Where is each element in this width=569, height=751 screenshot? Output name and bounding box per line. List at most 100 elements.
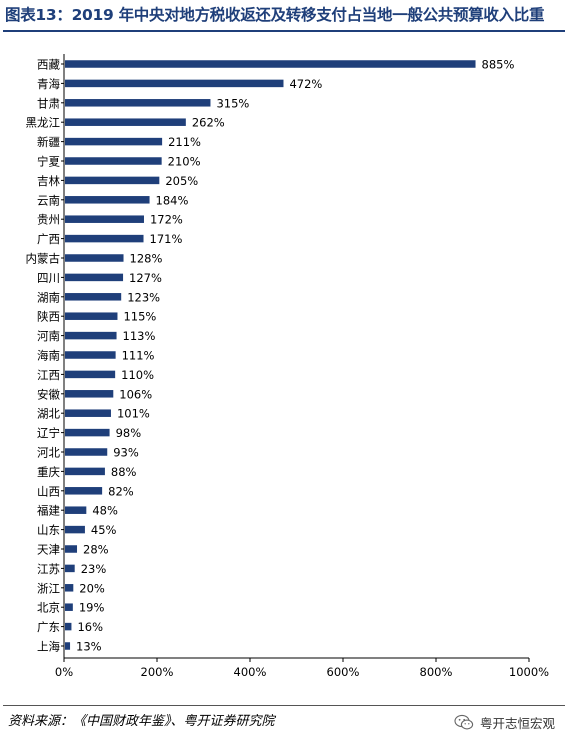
bar-chart: 西藏 885% 青海 472% 甘肃 315% 黑龙江 262% 新疆 211% 宁夏 210% 吉林 2…: [26, 54, 549, 679]
data-label: 123%: [127, 290, 160, 304]
category-label: 新疆: [37, 135, 60, 149]
bar: [65, 331, 117, 340]
data-label: 93%: [113, 446, 139, 460]
data-label: 210%: [168, 155, 201, 169]
x-tick-label: 1000%: [509, 665, 549, 679]
data-label: 128%: [130, 252, 163, 266]
data-label: 127%: [129, 271, 162, 285]
data-label: 171%: [150, 232, 183, 246]
data-label: 472%: [289, 77, 322, 91]
data-label: 111%: [122, 349, 155, 363]
bar: [65, 234, 144, 243]
bar: [65, 273, 124, 282]
x-tick-label: 200%: [141, 665, 174, 679]
bar: [65, 409, 111, 417]
data-label: 101%: [117, 407, 150, 421]
bar: [65, 254, 124, 262]
bar: [65, 467, 105, 476]
category-label: 河北: [37, 446, 60, 460]
category-label: 河南: [37, 329, 60, 343]
data-label: 115%: [123, 310, 156, 324]
category-label: 安徽: [37, 387, 60, 401]
x-tick-label: 0%: [55, 665, 73, 679]
data-label: 13%: [76, 640, 102, 654]
category-label: 山东: [37, 523, 60, 537]
bar: [65, 506, 87, 514]
bar: [65, 642, 71, 650]
bar: [65, 564, 75, 573]
category-label: 贵州: [37, 213, 60, 227]
bar: [65, 176, 160, 185]
data-label: 98%: [116, 426, 142, 440]
bar: [65, 137, 163, 146]
data-label: 110%: [121, 368, 154, 382]
category-label: 陕西: [37, 310, 60, 324]
x-tick-label: 400%: [234, 665, 267, 679]
bar: [65, 545, 78, 553]
category-label: 西藏: [37, 58, 60, 72]
source-note: 资料来源：《中国财政年鉴》、粤开证券研究院: [8, 714, 275, 729]
category-label: 辽宁: [37, 426, 60, 440]
bar: [65, 487, 103, 495]
category-label: 山西: [37, 484, 60, 498]
category-label: 北京: [37, 601, 60, 615]
category-label: 浙江: [37, 581, 60, 595]
bar: [65, 584, 74, 592]
category-label: 广东: [37, 620, 60, 634]
bar: [65, 525, 85, 534]
data-label: 184%: [156, 193, 189, 207]
category-label: 湖南: [37, 290, 60, 304]
category-label: 江苏: [37, 562, 60, 576]
bar: [65, 390, 114, 398]
data-label: 315%: [216, 96, 249, 110]
category-label: 内蒙古: [26, 252, 61, 266]
bar: [65, 448, 108, 456]
category-label: 四川: [37, 271, 60, 285]
category-label: 重庆: [37, 465, 60, 479]
category-label: 上海: [37, 640, 60, 654]
bar: [65, 428, 110, 437]
category-label: 黑龙江: [26, 116, 61, 130]
x-tick-label: 600%: [327, 665, 360, 679]
x-tick-label: 800%: [420, 665, 453, 679]
data-label: 262%: [192, 116, 225, 130]
bar: [65, 99, 211, 107]
bar: [65, 622, 72, 631]
category-label: 吉林: [37, 174, 60, 188]
category-label: 天津: [37, 543, 60, 557]
bar: [65, 312, 118, 320]
chart-title: 图表13：2019 年中央对地方税收返还及转移支付占当地一般公共预算收入比重: [5, 6, 545, 24]
watermark-text: 粤开志恒宏观: [479, 716, 555, 731]
bar: [65, 603, 73, 611]
category-label: 云南: [37, 193, 60, 207]
category-label: 福建: [37, 504, 60, 518]
data-label: 82%: [108, 484, 134, 498]
data-label: 113%: [123, 329, 156, 343]
bar: [65, 351, 116, 359]
bar: [65, 196, 150, 204]
category-label: 江西: [37, 368, 60, 382]
bar: [65, 118, 186, 126]
bar: [65, 157, 162, 165]
data-label: 211%: [168, 135, 201, 149]
data-label: 20%: [79, 581, 105, 595]
bar: [65, 293, 122, 301]
title-rule: [3, 30, 565, 32]
footer-rule: [3, 705, 565, 706]
bar: [65, 79, 284, 88]
category-label: 青海: [37, 77, 60, 91]
category-label: 广西: [37, 232, 60, 246]
data-label: 172%: [150, 213, 183, 227]
watermark: 粤开志恒宏观: [454, 713, 555, 732]
data-label: 16%: [77, 620, 103, 634]
data-label: 23%: [81, 562, 107, 576]
data-label: 48%: [92, 504, 118, 518]
bar: [65, 370, 116, 379]
bar: [65, 60, 476, 68]
data-label: 885%: [482, 58, 515, 72]
data-label: 106%: [119, 387, 152, 401]
data-label: 28%: [83, 543, 109, 557]
data-label: 88%: [111, 465, 137, 479]
data-label: 45%: [91, 523, 117, 537]
wechat-icon: [454, 714, 474, 730]
